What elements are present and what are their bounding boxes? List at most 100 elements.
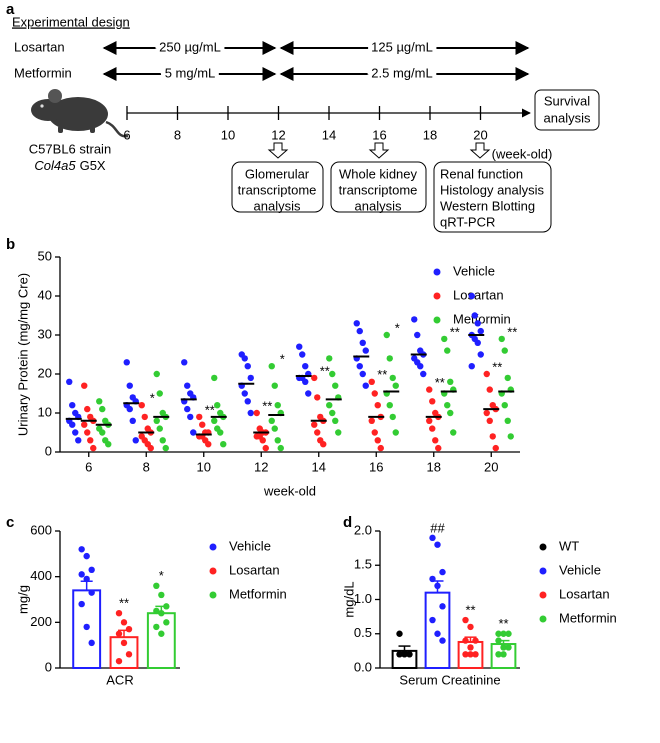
data-point xyxy=(268,417,275,424)
significance-label: ## xyxy=(430,520,445,535)
data-point xyxy=(320,441,327,448)
data-point xyxy=(483,409,490,417)
legend-label: Metformin xyxy=(559,610,617,625)
legend-marker xyxy=(539,567,547,575)
panel-label: d xyxy=(343,514,352,531)
data-point xyxy=(477,327,484,335)
data-point xyxy=(396,651,403,658)
significance-label: ** xyxy=(492,359,502,374)
y-tick-label: 400 xyxy=(30,568,52,583)
data-point xyxy=(241,355,248,362)
data-point xyxy=(190,429,197,436)
data-point xyxy=(158,630,165,637)
data-point xyxy=(406,651,413,658)
data-point xyxy=(500,651,507,658)
data-point xyxy=(474,320,481,327)
data-point xyxy=(138,402,145,409)
data-point xyxy=(83,623,90,631)
data-point xyxy=(88,566,95,574)
y-tick-label: 600 xyxy=(30,522,52,537)
data-point xyxy=(302,378,309,385)
timeline-label: 8 xyxy=(174,127,181,142)
data-point xyxy=(66,378,73,385)
y-axis-label: mg/g xyxy=(15,585,30,614)
data-point xyxy=(472,651,479,658)
data-point xyxy=(83,575,90,583)
data-point xyxy=(115,610,123,617)
data-point xyxy=(153,417,160,424)
data-point xyxy=(159,437,166,444)
data-point xyxy=(462,616,469,624)
data-point xyxy=(88,639,95,647)
panel-a: a Experimental design Losartan 250 µg/mL… xyxy=(6,1,600,233)
x-tick-label: 12 xyxy=(254,459,268,474)
data-point xyxy=(429,398,436,405)
data-point xyxy=(501,402,508,409)
legend-marker xyxy=(539,591,547,599)
data-point xyxy=(386,355,393,362)
data-point xyxy=(158,610,165,617)
data-point xyxy=(96,398,103,405)
data-point xyxy=(432,437,439,444)
data-point xyxy=(247,374,254,382)
y-tick-label: 0.5 xyxy=(354,625,372,640)
y-tick-label: 2.0 xyxy=(354,522,372,537)
data-point xyxy=(435,444,442,452)
data-point xyxy=(505,644,512,651)
data-point xyxy=(158,591,165,599)
data-point xyxy=(141,413,148,421)
data-point xyxy=(87,437,94,444)
data-point xyxy=(444,347,451,354)
data-point xyxy=(271,425,278,432)
data-point xyxy=(429,534,436,542)
data-point xyxy=(184,405,191,413)
analysis-box xyxy=(433,161,552,233)
data-point xyxy=(356,327,363,335)
data-point xyxy=(217,429,224,436)
panel-label: b xyxy=(6,236,15,253)
data-point xyxy=(153,607,160,615)
data-point xyxy=(105,441,112,448)
data-point xyxy=(368,378,375,385)
data-point xyxy=(129,417,136,424)
analysis-box xyxy=(231,161,324,213)
data-point xyxy=(84,429,91,436)
data-point xyxy=(359,370,366,378)
box-text: transcriptome xyxy=(238,182,317,197)
significance-label: ** xyxy=(119,596,129,611)
data-point xyxy=(468,292,475,300)
data-point xyxy=(467,651,474,658)
legend-marker xyxy=(539,543,547,551)
data-point xyxy=(69,421,76,428)
mutation-name: G5X xyxy=(80,158,106,173)
data-point xyxy=(417,363,424,370)
data-point xyxy=(83,552,90,560)
drug-label: Losartan xyxy=(14,39,65,54)
data-point xyxy=(120,619,128,626)
timeline-label: 20 xyxy=(473,127,487,142)
data-point xyxy=(472,637,479,644)
data-point xyxy=(305,390,312,397)
data-point xyxy=(434,541,441,548)
timeline-label: 6 xyxy=(123,127,130,142)
dose-label: 2.5 mg/mL xyxy=(371,65,432,80)
data-point xyxy=(163,603,170,610)
data-point xyxy=(84,405,91,413)
legend-label: Metformin xyxy=(453,311,511,326)
y-tick-label: 1.0 xyxy=(354,591,372,606)
data-point xyxy=(383,331,390,339)
y-tick-label: 10 xyxy=(38,404,52,419)
survival-box xyxy=(534,89,600,131)
data-point xyxy=(439,568,446,576)
data-point xyxy=(429,575,436,583)
data-point xyxy=(72,429,79,436)
data-point xyxy=(259,437,266,444)
data-point xyxy=(326,402,333,409)
dose-label: 250 µg/mL xyxy=(159,39,221,54)
y-tick-label: 30 xyxy=(38,326,52,341)
data-point xyxy=(153,370,160,378)
legend-marker xyxy=(209,591,217,599)
data-point xyxy=(253,409,260,417)
data-point xyxy=(396,630,403,637)
y-tick-label: 0 xyxy=(45,659,52,674)
